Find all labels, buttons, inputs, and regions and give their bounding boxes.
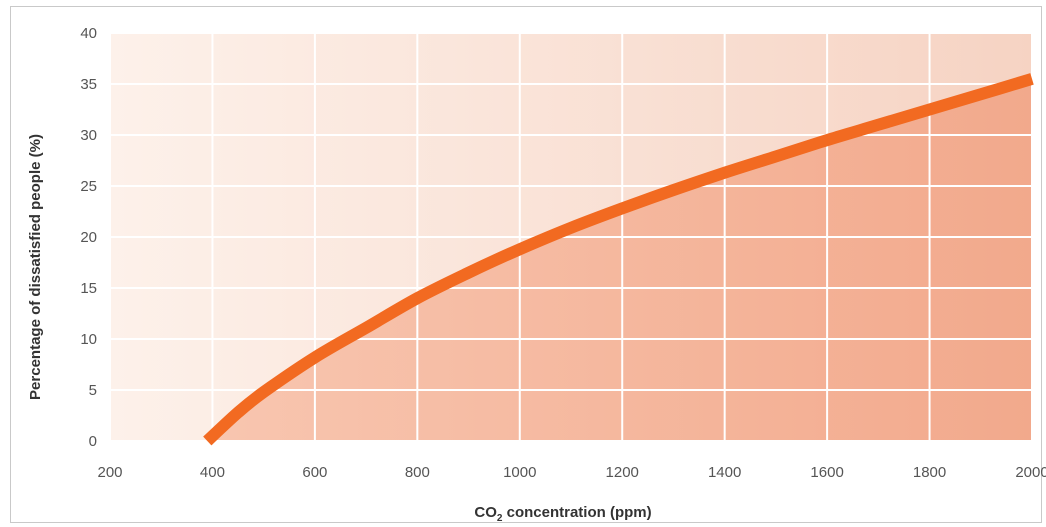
y-tick-label: 30 — [80, 127, 97, 144]
x-tick-label: 400 — [200, 464, 225, 481]
area-under-curve — [207, 78, 1033, 442]
x-tick-label: 600 — [302, 464, 327, 481]
y-tick-label: 0 — [89, 433, 97, 450]
x-tick-label: 200 — [97, 464, 122, 481]
x-tick-labels: 200 400 600 800 1000 1200 1400 1600 1800 2000 — [97, 464, 1046, 481]
x-axis-title: CO2 concentration (ppm) — [474, 504, 651, 524]
x-tick-label: 2000 — [1015, 464, 1046, 481]
y-tick-label: 35 — [80, 76, 97, 93]
y-tick-label: 5 — [89, 382, 97, 399]
x-axis-title-main: CO — [474, 504, 497, 521]
grid-lines — [109, 32, 1033, 442]
x-axis-title-rest: concentration (ppm) — [502, 504, 651, 521]
y-tick-labels: 0 5 10 15 20 25 30 35 40 — [80, 25, 97, 450]
x-axis-title-subscript: 2 — [497, 513, 503, 524]
y-tick-label: 20 — [80, 229, 97, 246]
x-tick-label: 800 — [405, 464, 430, 481]
x-tick-label: 1800 — [913, 464, 946, 481]
y-axis-title: Percentage of dissatisfied people (%) — [27, 134, 44, 400]
y-tick-label: 25 — [80, 178, 97, 195]
x-tick-label: 1000 — [503, 464, 536, 481]
x-tick-label: 1200 — [606, 464, 639, 481]
x-tick-label: 1600 — [810, 464, 843, 481]
y-tick-label: 10 — [80, 331, 97, 348]
series-line — [203, 73, 1034, 446]
y-tick-label: 40 — [80, 25, 97, 42]
x-tick-label: 1400 — [708, 464, 741, 481]
y-tick-label: 15 — [80, 280, 97, 297]
